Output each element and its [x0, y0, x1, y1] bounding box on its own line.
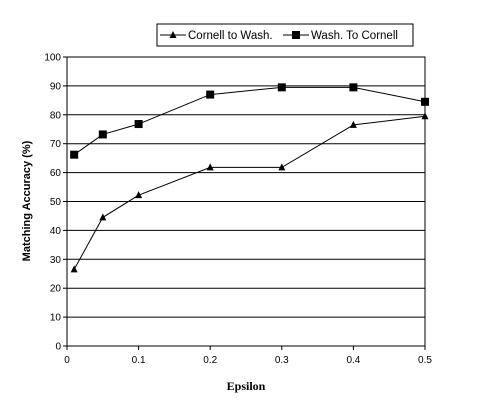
series-wash-to-cornell [70, 83, 429, 159]
data-point-triangle [99, 213, 107, 221]
y-tick-label: 80 [50, 110, 62, 121]
x-tick-label: 0.3 [275, 355, 289, 366]
data-point-square [349, 83, 358, 92]
x-tick-label: 0.2 [203, 355, 217, 366]
y-tick-label: 30 [50, 255, 62, 266]
y-axis-title: Matching Accuracy (%) [21, 140, 33, 261]
data-point-triangle [421, 112, 429, 120]
data-point-triangle [349, 120, 357, 128]
x-axis-ticks: 0 0.1 0.2 0.3 0.4 0.5 [64, 346, 432, 366]
data-point-triangle [135, 191, 143, 199]
y-tick-label: 70 [50, 139, 62, 150]
x-tick-label: 0.1 [132, 355, 146, 366]
y-tick-label: 0 [55, 342, 61, 353]
data-point-square [277, 83, 286, 92]
y-axis-ticks: 0 10 20 30 40 50 60 70 80 90 100 [44, 53, 67, 353]
y-tick-label: 10 [50, 313, 62, 324]
x-tick-label: 0.4 [346, 355, 360, 366]
legend-marker-triangle [169, 31, 177, 38]
data-point-square [421, 97, 429, 106]
series-group [70, 83, 429, 273]
series-cornell-to-wash [70, 112, 429, 273]
legend-label-cornell-to-wash: Cornell to Wash. [188, 30, 273, 42]
y-tick-label: 40 [50, 226, 62, 237]
y-tick-label: 90 [50, 81, 62, 92]
data-point-triangle [206, 163, 214, 171]
x-axis-title: Epsilon [227, 379, 266, 393]
data-point-square [206, 90, 215, 99]
y-tick-label: 20 [50, 284, 62, 295]
data-point-square [70, 150, 79, 159]
data-point-square [98, 130, 107, 139]
legend-label-wash-to-cornell: Wash. To Cornell [311, 30, 398, 42]
x-tick-label: 0 [64, 355, 70, 366]
gridlines [67, 85, 425, 318]
data-point-triangle [278, 163, 286, 171]
y-tick-label: 100 [44, 53, 61, 64]
data-point-square [134, 120, 143, 129]
data-point-triangle [70, 265, 78, 273]
y-tick-label: 50 [50, 197, 62, 208]
legend: Cornell to Wash. Wash. To Cornell [156, 23, 414, 47]
x-tick-label: 0.5 [418, 355, 432, 366]
legend-marker-square [292, 31, 300, 39]
y-tick-label: 60 [50, 168, 62, 179]
plot-area: 0 10 20 30 40 50 60 70 80 90 100 0 0.1 0.2 0.3 0.4 0.5 [44, 53, 432, 367]
